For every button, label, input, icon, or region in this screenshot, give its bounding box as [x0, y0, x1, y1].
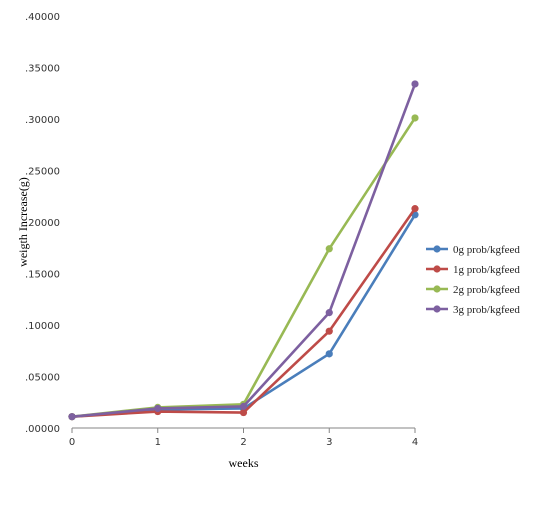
- legend: 0g prob/kgfeed 1g prob/kgfeed 2g prob/kgfe…: [426, 244, 520, 316]
- data-point: [411, 205, 419, 213]
- y-tick-label: .10000: [25, 321, 60, 332]
- data-point: [411, 114, 419, 122]
- x-tick-label: 2: [240, 437, 246, 448]
- y-axis-title: weigth Increase(g): [16, 177, 30, 267]
- data-point: [239, 402, 248, 410]
- x-axis-title: weeks: [229, 456, 259, 470]
- data-point: [68, 413, 76, 421]
- legend-item: 1g prob/kgfeed: [426, 264, 520, 276]
- y-tick-label: .35000: [25, 64, 60, 75]
- y-tick-label: .40000: [25, 12, 60, 23]
- series-0: [68, 211, 419, 421]
- data-point: [325, 350, 333, 358]
- data-point: [325, 309, 333, 317]
- data-point: [411, 80, 419, 88]
- series-3: [68, 80, 419, 421]
- series-group: [68, 80, 419, 421]
- data-point: [239, 408, 248, 417]
- y-tick-label: .20000: [25, 218, 60, 229]
- data-point: [154, 404, 162, 413]
- y-tick-label: .00000: [25, 424, 60, 435]
- legend-label: 3g prob/kgfeed: [453, 304, 520, 316]
- y-axis: .00000 .05000 .10000 .15000 .20000 .25000 .300…: [25, 12, 60, 435]
- series-line: [71, 83, 417, 418]
- legend-marker: [433, 305, 441, 313]
- legend-label: 1g prob/kgfeed: [453, 264, 520, 276]
- y-tick-label: .30000: [25, 115, 60, 126]
- legend-item: 0g prob/kgfeed: [426, 244, 520, 256]
- y-tick-label: .05000: [25, 373, 60, 384]
- data-point: [325, 245, 333, 253]
- series-line: [71, 214, 417, 418]
- legend-label: 2g prob/kgfeed: [453, 284, 520, 296]
- y-tick-label: .25000: [25, 167, 60, 178]
- legend-marker: [433, 245, 441, 253]
- legend-item: 2g prob/kgfeed: [426, 284, 520, 296]
- x-tick-label: 4: [412, 437, 418, 448]
- series-2: [68, 114, 419, 421]
- legend-marker: [433, 265, 441, 273]
- series-line: [71, 117, 417, 418]
- data-point: [325, 327, 333, 335]
- x-axis: 0 1 2 3 4: [69, 427, 418, 448]
- legend-label: 0g prob/kgfeed: [453, 244, 520, 256]
- legend-marker: [433, 285, 441, 293]
- series-line: [71, 207, 417, 418]
- x-tick-label: 1: [155, 437, 161, 448]
- x-tick-label: 0: [69, 437, 75, 448]
- x-tick-label: 3: [326, 437, 332, 448]
- legend-item: 3g prob/kgfeed: [426, 304, 520, 316]
- series-1: [68, 205, 419, 421]
- y-tick-label: .15000: [25, 270, 60, 281]
